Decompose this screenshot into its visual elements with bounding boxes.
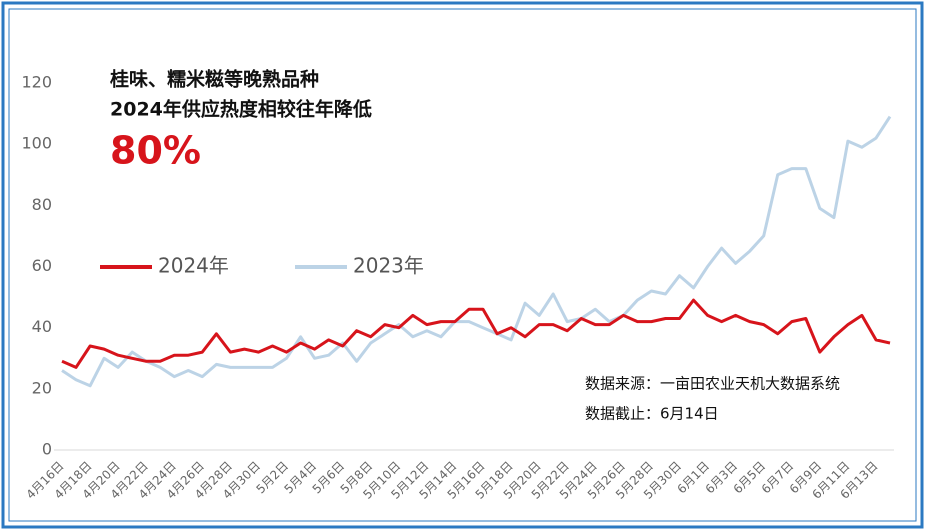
y-tick-label: 120 — [21, 73, 52, 92]
y-tick-label: 0 — [42, 440, 52, 459]
title-line: 2024年供应热度相较往年降低 — [110, 98, 372, 121]
note: 数据来源：一亩田农业天机大数据系统 — [585, 375, 840, 393]
legend-label: 2023年 — [353, 254, 424, 278]
inner-frame — [8, 8, 917, 522]
title-line: 桂味、糯米糍等晚熟品种 — [109, 68, 319, 91]
y-tick-label: 40 — [32, 317, 52, 336]
y-tick-label: 20 — [32, 378, 52, 397]
y-tick-label: 100 — [21, 134, 52, 153]
highlight: 80% — [110, 129, 201, 173]
legend-label: 2024年 — [158, 254, 229, 278]
series-line — [61, 115, 892, 388]
y-tick-label: 80 — [32, 195, 52, 214]
y-tick-label: 60 — [32, 256, 52, 275]
series-line — [61, 298, 891, 369]
note: 数据截止：6月14日 — [585, 405, 719, 423]
